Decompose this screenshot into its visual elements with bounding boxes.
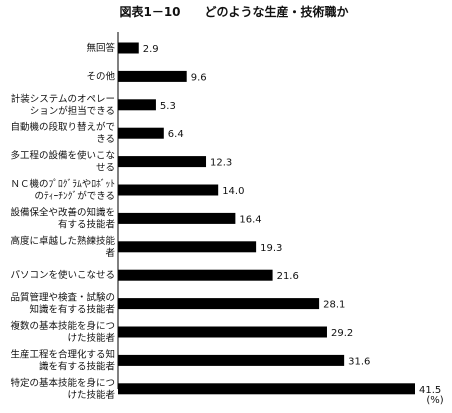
bar-2 — [118, 70, 187, 82]
value-label-4: 6.4 — [168, 129, 184, 140]
category-label-8: 高度に卓越した熟練技能者 — [10, 235, 115, 259]
category-label-11: 複数の基本技能を身につけた技能者 — [10, 320, 115, 344]
value-label-3: 5.3 — [160, 101, 176, 112]
value-label-13: 41.5 — [419, 385, 441, 396]
bar-6 — [118, 184, 219, 196]
bar-1 — [118, 42, 139, 54]
bar-8 — [118, 241, 257, 253]
category-label-1: 無回答 — [86, 42, 115, 54]
bar-7 — [118, 212, 236, 224]
category-label-10: 品質管理や検査・試験の知識を有する技能者 — [10, 292, 115, 316]
value-label-10: 28.1 — [323, 300, 345, 311]
bar-10 — [118, 298, 320, 310]
bar-4 — [118, 127, 164, 139]
value-label-2: 9.6 — [191, 72, 207, 83]
category-label-5: 多工程の設備を使いこなせる — [10, 150, 115, 174]
category-label-13: 特定の基本技能を身につけた技能者 — [10, 377, 115, 401]
category-label-6: ＮＣ機のﾌﾟﾛｸﾞﾗﾑやﾛﾎﾞｯﾄのﾃｨｰﾁﾝｸﾞができる — [10, 178, 115, 202]
value-label-6: 14.0 — [222, 186, 244, 197]
value-label-8: 19.3 — [260, 243, 282, 254]
bar-12 — [118, 354, 345, 366]
category-label-2: その他 — [86, 70, 115, 82]
value-label-11: 29.2 — [331, 328, 353, 339]
category-label-7: 設備保全や改善の知識を有する技能者 — [10, 206, 115, 230]
category-label-12: 生産工程を合理化する知識を有する技能者 — [10, 348, 115, 372]
value-label-9: 21.6 — [277, 271, 299, 282]
category-label-9: パソコンを使いこなせる — [10, 269, 115, 281]
value-label-1: 2.9 — [143, 44, 159, 55]
bar-11 — [118, 326, 327, 338]
bar-9 — [118, 269, 273, 281]
chart-marks: 2.9 無回答 9.6 その他 5.3 計装システムのオペレーションが担当できる 6.4 自動… — [10, 42, 441, 401]
chart-title: 図表1－10 どのような生産・技術職か — [119, 4, 348, 19]
bar-13 — [118, 383, 415, 395]
category-label-3: 計装システムのオペレーションが担当できる — [11, 93, 115, 117]
bar-3 — [118, 99, 156, 111]
category-label-4: 自動機の段取り替えができる — [10, 121, 115, 145]
bar-5 — [118, 156, 207, 168]
value-label-7: 16.4 — [239, 214, 261, 225]
value-label-12: 31.6 — [348, 356, 370, 367]
unit-label: (%) — [426, 395, 443, 406]
value-label-5: 12.3 — [210, 158, 232, 169]
